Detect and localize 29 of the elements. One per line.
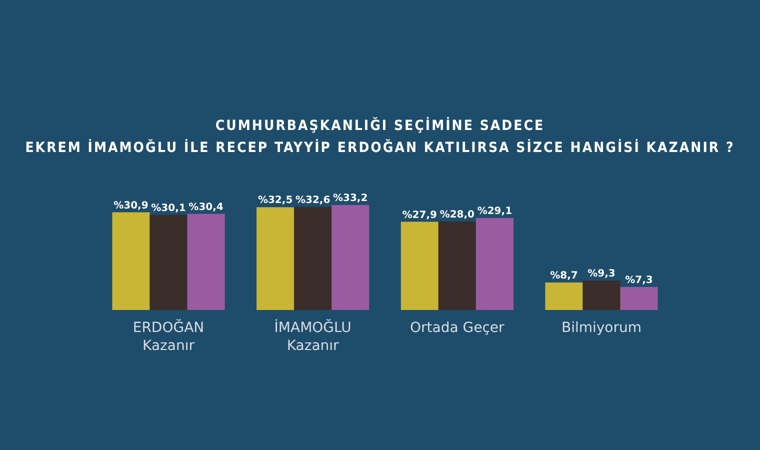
data-label: %8,7: [550, 270, 578, 282]
data-label: %33,2: [333, 193, 368, 204]
bar: [332, 205, 370, 310]
bar: [150, 214, 188, 310]
data-label: %27,9: [402, 210, 438, 221]
data-label: %32,6: [295, 194, 330, 206]
bar: [294, 206, 332, 310]
bar: [582, 280, 620, 310]
x-tick-label: Bilmiyorum: [561, 320, 642, 336]
bar: [620, 286, 658, 310]
bar: [112, 212, 150, 310]
bar: [187, 214, 225, 310]
data-label: %28,0: [440, 209, 475, 220]
x-tick-label: Ortada Geçer: [410, 320, 505, 336]
bar: [545, 282, 583, 310]
data-label: %29,1: [477, 206, 512, 217]
bar: [438, 221, 476, 310]
data-label: %7,3: [625, 274, 653, 286]
data-label: %30,9: [114, 200, 148, 212]
data-label: %30,4: [188, 202, 224, 213]
chart-title: CUMHURBAŞKANLIĞI SEÇİMİNE SADECE EKREM İMAMOĞLU İLE RECEP TAYYİP ERDOĞAN KATILIRSA SİZCE HANGİSİ KAZANIR ?: [25, 117, 735, 156]
data-label: %30,1: [151, 202, 186, 214]
x-tick-label: ERDOĞAN Kazanır: [132, 319, 204, 354]
data-label: %9,3: [588, 268, 616, 280]
data-label: %32,5: [258, 195, 293, 206]
bar: [256, 207, 294, 310]
bar: [476, 218, 514, 310]
x-tick-label: İMAMOĞLU Kazanır: [274, 319, 352, 354]
bar: [400, 222, 438, 310]
